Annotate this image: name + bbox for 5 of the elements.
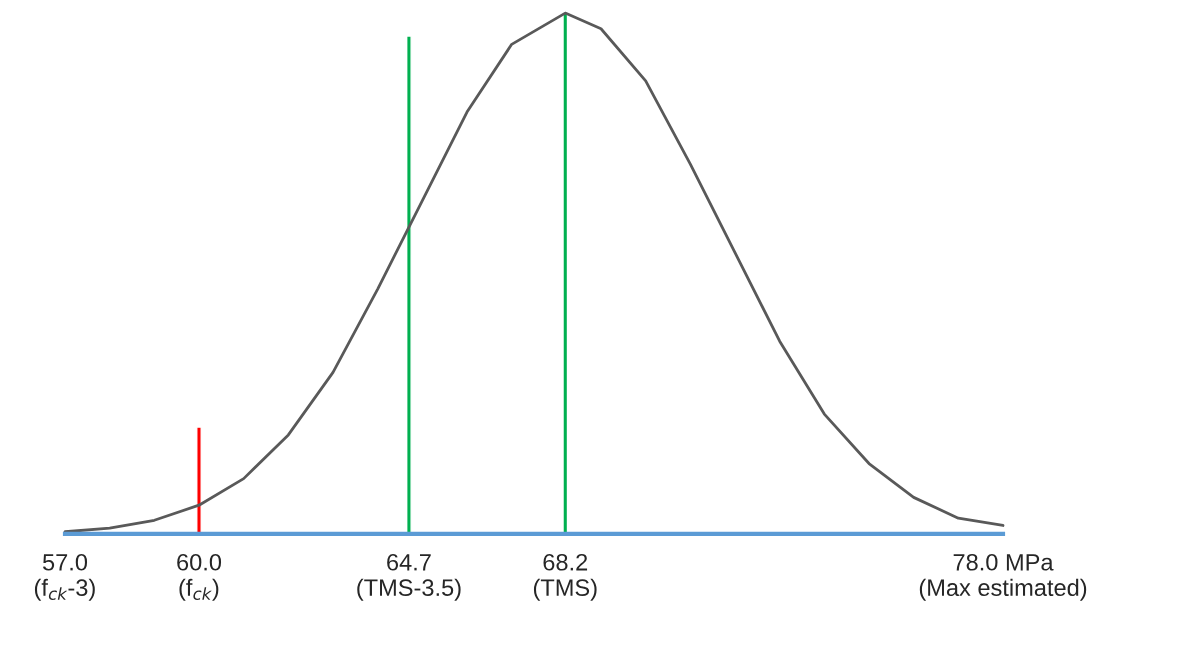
x-tick-label: 60.0 (f$_{ck}$) xyxy=(177,553,222,601)
x-tick-label: 68.2 (TMS) xyxy=(533,553,597,601)
x-tick-label: 57.0 (f$_{ck}$-3) xyxy=(34,553,95,601)
x-tick-label: 64.7 (TMS-3.5) xyxy=(357,553,461,601)
x-tick-label: 78.0 MPa (Max estimated) xyxy=(919,553,1087,601)
